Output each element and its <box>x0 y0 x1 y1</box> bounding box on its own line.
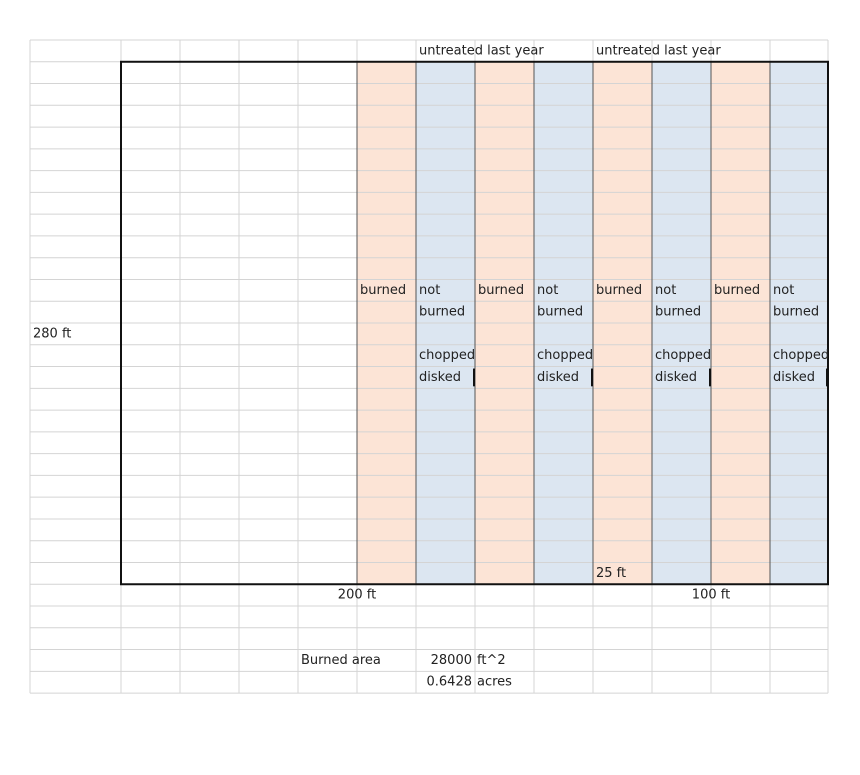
strip-method: disked <box>537 370 579 385</box>
calc-label: Burned area <box>301 653 381 668</box>
strip-method: disked <box>419 370 461 385</box>
strip-width-label: 25 ft <box>596 566 626 581</box>
strip-label: burned <box>537 305 583 320</box>
calc-value: 0.6428 <box>427 675 473 690</box>
strip-label: not <box>655 283 676 298</box>
strip-label: burned <box>478 283 524 298</box>
strip-method: chopped <box>419 348 475 363</box>
calc-value: 28000 <box>431 653 472 668</box>
strip-label: burned <box>596 283 642 298</box>
strip-method: chopped <box>537 348 593 363</box>
height-label: 280 ft <box>33 326 71 341</box>
strip-label: not <box>419 283 440 298</box>
width-right-label: 100 ft <box>692 588 730 603</box>
strip-label: burned <box>419 305 465 320</box>
strip-method: chopped <box>773 348 829 363</box>
strip-label: not <box>773 283 794 298</box>
calc-unit: ft^2 <box>477 653 506 668</box>
column-header: untreated last year <box>596 43 721 58</box>
strip-label: burned <box>773 305 819 320</box>
strip-method: disked <box>773 370 815 385</box>
strip-label: burned <box>360 283 406 298</box>
plot-border <box>120 60 829 586</box>
calc-unit: acres <box>477 675 512 690</box>
strip-method: chopped <box>655 348 711 363</box>
strip-method: disked <box>655 370 697 385</box>
strip-label: not <box>537 283 558 298</box>
width-left-label: 200 ft <box>338 588 376 603</box>
strip-label: burned <box>714 283 760 298</box>
column-header: untreated last year <box>419 43 544 58</box>
strip-label: burned <box>655 305 701 320</box>
